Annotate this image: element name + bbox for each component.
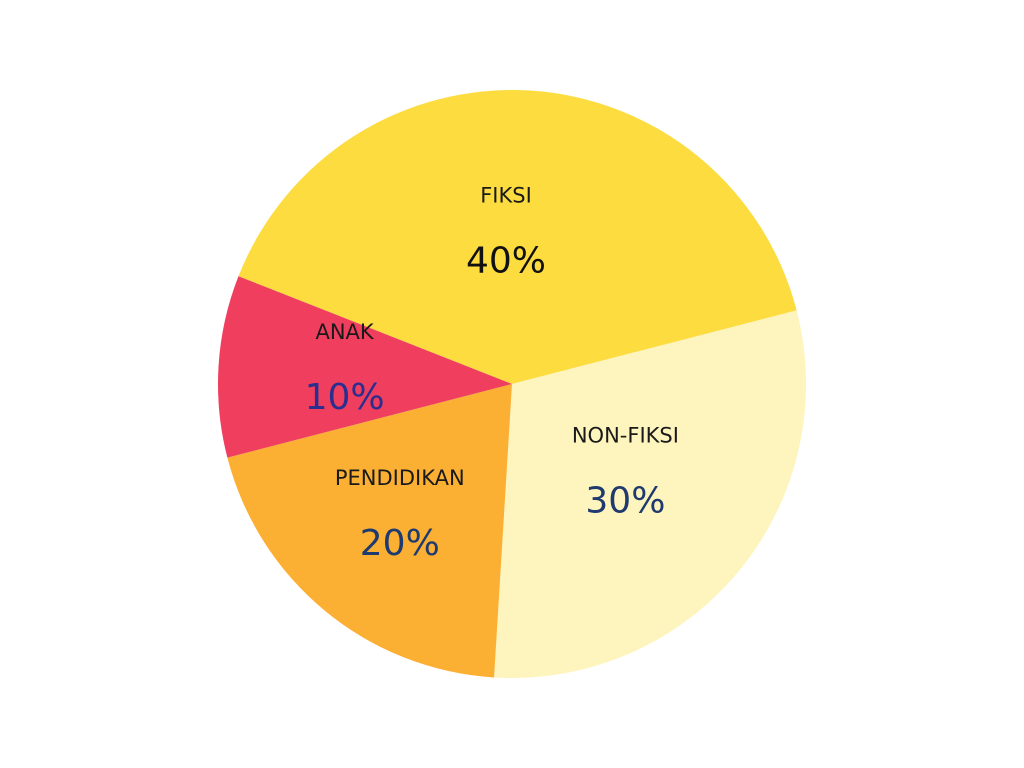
pie-slice-pendidikan xyxy=(227,384,513,678)
slice-value-non-fiksi: 30% xyxy=(585,481,665,522)
pie-slice-anak xyxy=(217,276,513,458)
pie-labels: FIKSI 40% NON-FIKSI 30% PENDIDIKAN 20% ANAK 10% xyxy=(305,183,679,564)
slice-value-pendidikan: 20% xyxy=(360,523,440,564)
pie-slices xyxy=(217,89,807,678)
slice-label-pendidikan: PENDIDIKAN xyxy=(335,466,465,490)
slice-value-anak: 10% xyxy=(305,377,385,418)
slice-label-non-fiksi: NON-FIKSI xyxy=(572,424,679,448)
slice-label-anak: ANAK xyxy=(315,320,374,344)
pie-slice-fiksi xyxy=(238,89,797,385)
slice-label-fiksi: FIKSI xyxy=(480,183,532,207)
pie-slice-non-fiksi xyxy=(494,310,807,678)
slice-value-fiksi: 40% xyxy=(466,240,546,281)
